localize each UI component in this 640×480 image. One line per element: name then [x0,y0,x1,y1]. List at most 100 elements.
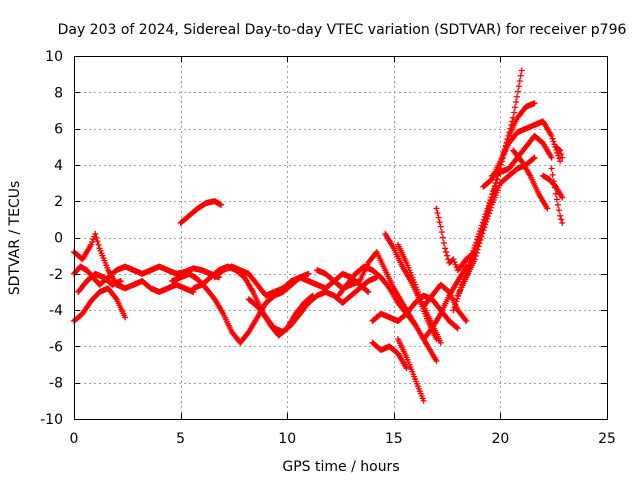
data-point [513,93,520,100]
data-point [559,154,566,161]
data-point [218,201,225,208]
x-tick-label: 25 [598,431,616,447]
data-point [531,154,538,161]
data-point [556,146,563,153]
data-point [477,236,484,243]
data-point [112,295,119,301]
data-point [476,240,483,247]
data-point [403,365,410,372]
data-point [559,219,566,226]
x-tick-label: 20 [491,431,509,447]
data-point [462,316,469,323]
data-point [485,213,492,220]
data-point [472,253,479,260]
data-point [482,221,489,228]
data-point [89,239,96,246]
series-track-4 [75,270,124,295]
data-point [513,98,520,105]
data-point [489,190,496,197]
data-point [437,339,444,346]
data-point [481,224,488,231]
data-point [453,324,460,331]
data-point [550,138,557,145]
data-point [441,245,448,252]
data-point [471,256,478,263]
data-point [512,104,519,111]
data-point [452,301,459,308]
data-point [515,83,522,90]
data-point [554,201,561,208]
data-point [558,216,565,223]
data-point [364,288,371,295]
data-point [544,205,551,212]
data-point [549,171,556,178]
series-track-3 [71,230,197,295]
y-tick-label: 10 [45,49,63,65]
data-point [557,158,564,165]
data-point [436,219,443,226]
series-track-16 [395,336,427,404]
data-point [90,236,97,243]
data-point [451,304,458,311]
data-point [438,229,445,236]
data-point [453,298,460,305]
data-point [93,234,100,241]
data-point [530,155,537,162]
series-track-24 [488,132,555,179]
data-point [437,223,444,230]
data-point [305,270,312,277]
y-tick-label: -10 [40,412,63,428]
data-point [88,241,95,248]
data-point [411,320,418,327]
data-points [71,67,566,404]
data-point [435,214,442,221]
series-track-5 [177,198,225,226]
data-point [95,241,102,248]
x-tick-label: 0 [70,431,79,447]
y-tick-label: 0 [54,231,63,247]
data-point [479,230,486,237]
data-point [433,205,440,212]
data-point [517,72,524,79]
data-point [463,317,470,324]
data-point [454,325,461,332]
data-point [486,210,493,217]
data-point [478,233,485,240]
data-point [365,288,372,295]
y-tick-label: 4 [54,158,63,174]
data-point [549,135,556,142]
series-track-9 [245,274,380,335]
data-point [92,230,99,237]
data-point [475,243,482,250]
series-track-8 [211,263,372,299]
chart-title: Day 203 of 2024, Sidereal Day-to-day VTE… [58,22,627,38]
series-track-27 [540,172,566,201]
x-tick-label: 10 [278,431,296,447]
data-point [486,207,493,214]
data-point [518,67,525,74]
data-point [439,234,446,241]
data-point [484,215,491,222]
data-point [473,249,480,256]
y-tick-label: 2 [54,194,63,210]
y-axis-label: SDTVAR / TECUs [7,181,23,296]
data-point [511,109,518,116]
data-point [452,261,459,268]
data-point [122,314,129,321]
data-point [434,209,441,216]
data-point [556,207,563,214]
data-point [487,204,494,211]
data-point [440,239,447,246]
data-point [557,212,564,219]
y-tick-label: 8 [54,85,63,101]
series-track-28 [552,143,566,161]
data-point [450,307,457,314]
series-track-25 [510,147,551,212]
data-point [480,227,487,234]
series-track-1 [71,263,222,288]
data-point [117,278,124,285]
axis-ticks [74,56,608,420]
grid [74,56,607,419]
data-point [433,357,440,364]
